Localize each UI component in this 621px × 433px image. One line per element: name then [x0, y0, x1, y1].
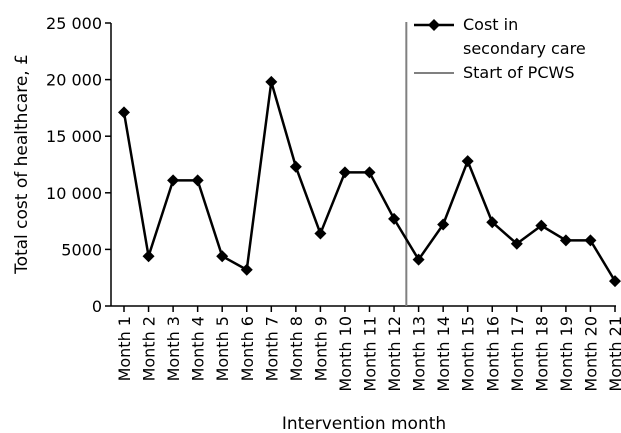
data-point-diamond-marker [559, 234, 572, 247]
x-tick-label: Month 20 [581, 316, 600, 392]
x-tick-label: Month 1 [115, 316, 134, 381]
data-point-diamond-marker [142, 250, 155, 263]
x-tick-label: Month 6 [238, 316, 257, 381]
x-tick-label: Month 9 [311, 316, 330, 381]
y-tick-label: 10 000 [46, 184, 102, 203]
data-point-diamond-marker [363, 166, 376, 179]
legend: Cost in secondary care Start of PCWS [414, 15, 586, 82]
x-tick-label: Month 3 [164, 316, 183, 381]
x-tick-label: Month 13 [410, 316, 429, 392]
x-tick-label: Month 11 [361, 316, 380, 392]
x-tick-label: Month 2 [140, 316, 159, 381]
data-point-diamond-marker [584, 234, 597, 247]
y-tick-label: 20 000 [46, 71, 102, 90]
x-tick-label: Month 16 [483, 316, 502, 392]
x-tick-label: Month 21 [606, 316, 621, 392]
data-point-diamond-marker [535, 219, 548, 232]
data-point-diamond-marker [437, 218, 450, 231]
x-tick-label: Month 4 [189, 316, 208, 381]
data-point-diamond-marker [118, 106, 130, 119]
x-tick-label: Month 7 [262, 316, 281, 381]
y-axis-title: Total cost of healthcare, £ [12, 54, 32, 275]
legend-diamond-marker [428, 19, 440, 31]
data-point-diamond-marker [289, 160, 302, 173]
legend-series-label-line1: Cost in [463, 15, 518, 34]
data-point-diamond-marker [216, 250, 229, 263]
data-point-diamond-marker [510, 237, 523, 250]
data-point-diamond-marker [240, 263, 253, 276]
x-tick-label: Month 8 [287, 316, 306, 381]
x-tick-label: Month 12 [385, 316, 404, 392]
data-point-diamond-marker [609, 275, 621, 288]
series-group [118, 75, 621, 288]
x-tick-label: Month 19 [557, 316, 576, 392]
y-tick-label: 5000 [61, 240, 102, 259]
x-axis-title: Intervention month [282, 414, 446, 433]
data-point-diamond-marker [486, 216, 499, 229]
data-point-diamond-marker [461, 155, 474, 168]
data-point-diamond-marker [265, 75, 278, 88]
y-axis: 0 5000 10 000 15 000 20 000 25 000 [46, 14, 112, 316]
x-tick-label: Month 15 [459, 316, 478, 392]
legend-reference-label: Start of PCWS [463, 63, 574, 82]
legend-series-label-line2: secondary care [463, 39, 586, 58]
data-point-diamond-marker [388, 212, 401, 225]
data-point-diamond-marker [314, 227, 327, 240]
data-point-diamond-marker [338, 166, 351, 179]
data-point-diamond-marker [191, 174, 204, 187]
x-tick-label: Month 14 [434, 316, 453, 392]
x-tick-label: Month 5 [213, 316, 232, 381]
x-tick-label: Month 18 [532, 316, 551, 392]
x-axis: Month 1 Month 2 Month 3 Month 4 Month 5 Month… [111, 305, 621, 392]
y-tick-label: 25 000 [46, 14, 102, 33]
y-tick-label: 0 [92, 297, 102, 316]
data-point-diamond-marker [167, 174, 180, 187]
data-point-diamond-marker [412, 253, 425, 266]
x-tick-label: Month 17 [508, 316, 527, 392]
x-tick-label: Month 10 [336, 316, 355, 392]
y-tick-label: 15 000 [46, 127, 102, 146]
